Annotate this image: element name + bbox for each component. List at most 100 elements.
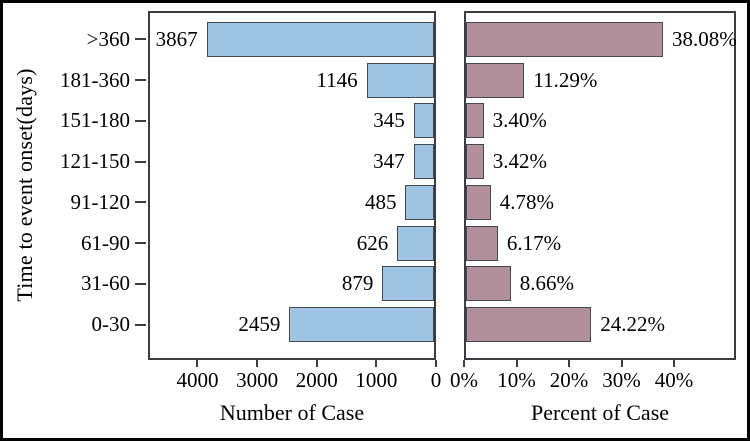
left-x-axis: Number of Case 4000 3000 2000 1000 0 — [148, 360, 441, 438]
right-bar — [466, 307, 592, 343]
x-tick-mark — [435, 360, 437, 367]
x-tick-label: 10% — [497, 368, 536, 392]
category-row: 0-30 — [3, 304, 146, 345]
bar-row: 626 — [150, 223, 434, 264]
category-tick-mark — [135, 119, 146, 122]
bar-value-label: 485 — [364, 189, 397, 214]
x-tick-label: 4000 — [176, 368, 219, 392]
x-tick-mark — [256, 360, 259, 367]
right-bar — [466, 266, 511, 302]
bar-value-label: 345 — [373, 108, 405, 133]
bar-value-label: 11.29% — [533, 67, 598, 92]
category-label: >360 — [86, 26, 130, 51]
bar-row: 485 — [150, 182, 434, 223]
right-bar — [466, 225, 498, 261]
category-tick-mark — [135, 79, 146, 82]
x-tick-mark — [463, 360, 465, 367]
bar-value-label: 347 — [373, 149, 405, 174]
right-panel-frame: 38.08% 11.29% 3.40% 3.42% 4.78% 6.17% 8.66% 24.… — [464, 11, 737, 360]
category-label: 181-360 — [60, 67, 130, 92]
bar-value-label: 6.17% — [506, 230, 562, 255]
bar-value-label: 8.66% — [519, 271, 575, 296]
bar-row: 24.22% — [466, 304, 734, 345]
left-bar — [206, 21, 434, 57]
category-row: 181-360 — [3, 60, 146, 101]
category-tick-mark — [135, 282, 146, 285]
bar-row: 879 — [150, 264, 434, 305]
right-bar — [466, 21, 664, 57]
left-bar — [413, 144, 434, 180]
bar-row: 345 — [150, 101, 434, 142]
bar-value-label: 4.78% — [499, 189, 554, 214]
category-row: 61-90 — [3, 223, 146, 264]
category-axis: >360 181-360 151-180 121-150 91-120 61-90 31-6… — [3, 13, 146, 358]
category-label: 121-150 — [60, 149, 130, 174]
category-label: 0-30 — [91, 312, 131, 337]
category-row: >360 — [3, 19, 146, 60]
left-bar — [413, 103, 434, 139]
left-x-axis-title: Number of Case — [219, 400, 365, 425]
left-bar — [366, 62, 434, 98]
bar-value-label: 3.42% — [492, 149, 547, 174]
category-label: 31-60 — [81, 271, 130, 296]
x-tick-mark — [315, 360, 318, 367]
bar-value-label: 2459 — [238, 312, 281, 337]
bar-row: 2459 — [150, 304, 434, 345]
x-tick-mark — [375, 360, 378, 367]
left-bar — [382, 266, 434, 302]
category-label: 151-180 — [60, 108, 130, 133]
category-tick-mark — [135, 201, 146, 204]
category-label: 61-90 — [81, 230, 130, 255]
bar-row: 1146 — [150, 60, 434, 101]
bar-row: 38.08% — [466, 19, 737, 60]
left-panel-frame: 3867 1146 345 347 485 626 879 2459 — [148, 11, 436, 360]
x-tick-mark — [620, 360, 623, 367]
category-row: 121-150 — [3, 141, 146, 182]
left-panel-bars: 3867 1146 345 347 485 626 879 2459 — [150, 13, 434, 358]
category-tick-mark — [135, 160, 146, 163]
bar-row: 3867 — [150, 19, 434, 60]
bar-row: 8.66% — [466, 264, 734, 305]
bar-value-label: 879 — [341, 271, 374, 296]
category-row: 91-120 — [3, 182, 146, 223]
bar-row: 6.17% — [466, 223, 734, 264]
bar-value-label: 626 — [356, 230, 389, 255]
bar-value-label: 24.22% — [600, 312, 666, 337]
left-bar — [397, 225, 434, 261]
right-bar — [466, 103, 484, 139]
bar-value-label: 3867 — [155, 26, 198, 51]
right-x-axis: Percent of Case 0% 10% 20% 30% 40% — [450, 360, 736, 438]
category-tick-mark — [135, 38, 146, 41]
x-tick-label: 0% — [450, 368, 478, 392]
right-bar — [466, 144, 484, 180]
x-tick-label: 1000 — [355, 368, 398, 392]
x-tick-mark — [196, 360, 199, 367]
left-bar — [405, 184, 434, 220]
left-bar — [289, 307, 434, 343]
right-bar — [466, 184, 491, 220]
bar-value-label: 3.40% — [492, 108, 547, 133]
bar-row: 347 — [150, 141, 434, 182]
category-label: 91-120 — [70, 189, 131, 214]
category-row: 31-60 — [3, 264, 146, 305]
bar-row: 11.29% — [466, 60, 734, 101]
right-x-axis-title: Percent of Case — [530, 400, 670, 425]
bar-row: 4.78% — [466, 182, 734, 223]
right-bar — [466, 62, 525, 98]
x-tick-label: 2000 — [295, 368, 338, 392]
bar-value-label: 1146 — [316, 67, 358, 92]
bar-value-label: 38.08% — [672, 26, 737, 51]
x-tick-mark — [568, 360, 571, 367]
x-tick-label: 40% — [654, 368, 694, 392]
category-tick-mark — [135, 323, 146, 326]
bar-row: 3.40% — [466, 101, 734, 142]
right-panel-bars: 38.08% 11.29% 3.40% 3.42% 4.78% 6.17% 8.66% 24.… — [466, 13, 737, 358]
x-tick-label: 0 — [430, 368, 442, 392]
category-row: 151-180 — [3, 101, 146, 142]
x-tick-mark — [515, 360, 518, 367]
x-tick-mark — [673, 360, 676, 367]
x-tick-label: 20% — [549, 368, 589, 392]
x-tick-label: 3000 — [236, 368, 279, 392]
bar-row: 3.42% — [466, 141, 734, 182]
